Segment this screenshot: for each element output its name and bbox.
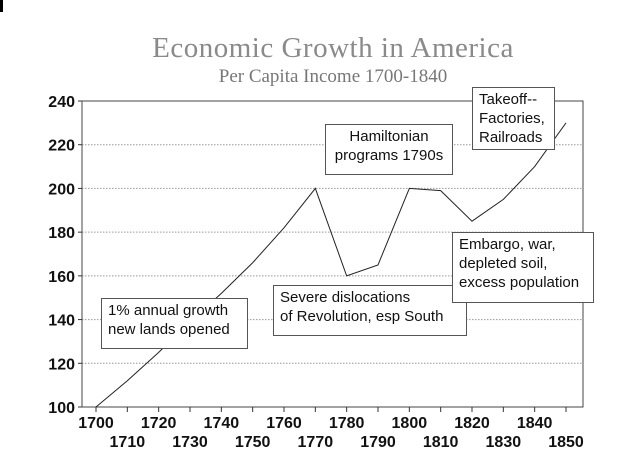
x-tick-label: 1720 (141, 415, 177, 432)
x-tick-label: 1760 (266, 415, 302, 432)
x-tick-label: 1820 (454, 415, 490, 432)
annotation-line: depleted soil, (459, 255, 548, 272)
annotation-line: Factories, (479, 110, 545, 127)
x-tick-label: 1740 (204, 415, 240, 432)
chart-title: Economic Growth in America (152, 32, 514, 64)
x-tick-label: 1800 (392, 415, 428, 432)
y-tick-label: 240 (48, 94, 75, 111)
chart-subtitle: Per Capita Income 1700-1840 (218, 66, 448, 87)
y-tick-label: 140 (48, 313, 75, 330)
annotation-takeoff: Takeoff-- Factories, Railroads (472, 87, 555, 150)
annotation-line: 1% annual growth (108, 302, 229, 319)
x-tick-label: 1770 (298, 434, 334, 451)
annotation-line: Severe dislocations (280, 289, 411, 306)
scan-mark (0, 0, 3, 12)
annotation-line: Takeoff-- (479, 91, 538, 108)
annotation-line: new lands opened (108, 321, 230, 338)
x-tick-label: 1730 (172, 434, 208, 451)
x-tick-label: 1830 (486, 434, 522, 451)
x-tick-label: 1810 (423, 434, 459, 451)
y-tick-label: 200 (48, 181, 75, 198)
annotation-line: excess population (459, 274, 580, 291)
y-tick-label: 120 (48, 356, 75, 373)
annotation-growth: 1% annual growth new lands opened (101, 298, 248, 349)
y-tick-label: 180 (48, 225, 75, 242)
x-tick-label: 1700 (78, 415, 114, 432)
x-tick-label: 1750 (235, 434, 271, 451)
annotation-line: Railroads (479, 129, 543, 146)
y-tick-label: 160 (48, 269, 75, 286)
annotation-hamilton: Hamiltonian programs 1790s (325, 124, 453, 175)
x-tick-label: 1790 (360, 434, 396, 451)
y-tick-label: 100 (48, 400, 75, 417)
x-tick-label: 1840 (517, 415, 553, 432)
x-tick-label: 1780 (329, 415, 365, 432)
annotation-revolution: Severe dislocations of Revolution, esp So… (273, 285, 467, 336)
annotation-line: Hamiltonian (349, 128, 429, 145)
x-tick-label: 1710 (110, 434, 146, 451)
annotation-line: of Revolution, esp South (280, 308, 444, 325)
x-tick-label: 1850 (548, 434, 584, 451)
annotation-line: programs 1790s (334, 147, 444, 164)
annotation-line: Embargo, war, (459, 236, 556, 253)
y-tick-label: 220 (48, 138, 75, 155)
annotation-embargo: Embargo, war, depleted soil, excess popula… (452, 232, 594, 303)
